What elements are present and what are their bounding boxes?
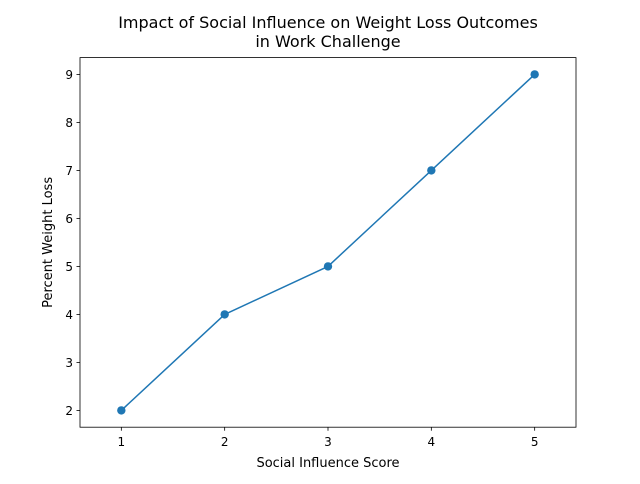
y-tick-label: 4 <box>65 308 73 322</box>
x-tick-label: 3 <box>324 435 332 449</box>
y-tick-label: 3 <box>65 356 73 370</box>
x-tick-label: 4 <box>428 435 436 449</box>
data-point <box>220 310 229 319</box>
data-point <box>530 70 539 79</box>
chart-title: Impact of Social Influence on Weight Los… <box>118 13 538 51</box>
y-axis-label: Percent Weight Loss <box>41 177 56 308</box>
chart-title-line-1: Impact of Social Influence on Weight Los… <box>118 13 538 32</box>
x-tick-label: 1 <box>118 435 126 449</box>
y-tick-label: 2 <box>65 404 73 418</box>
y-tick-label: 9 <box>65 68 73 82</box>
x-tick-label: 2 <box>221 435 229 449</box>
data-point <box>427 166 436 175</box>
y-axis-ticks: 2 3 4 5 6 7 8 9 <box>65 68 80 418</box>
y-tick-label: 5 <box>65 260 73 274</box>
data-point <box>117 406 126 415</box>
y-tick-label: 8 <box>65 116 73 130</box>
x-axis-ticks: 1 2 3 4 5 <box>118 427 539 449</box>
y-tick-label: 6 <box>65 212 73 226</box>
y-tick-label: 7 <box>65 164 73 178</box>
x-axis-label: Social Influence Score <box>256 456 399 471</box>
data-point <box>323 262 333 271</box>
series-points <box>117 70 539 415</box>
x-tick-label: 5 <box>531 435 539 449</box>
chart-title-line-2: in Work Challenge <box>255 32 400 51</box>
